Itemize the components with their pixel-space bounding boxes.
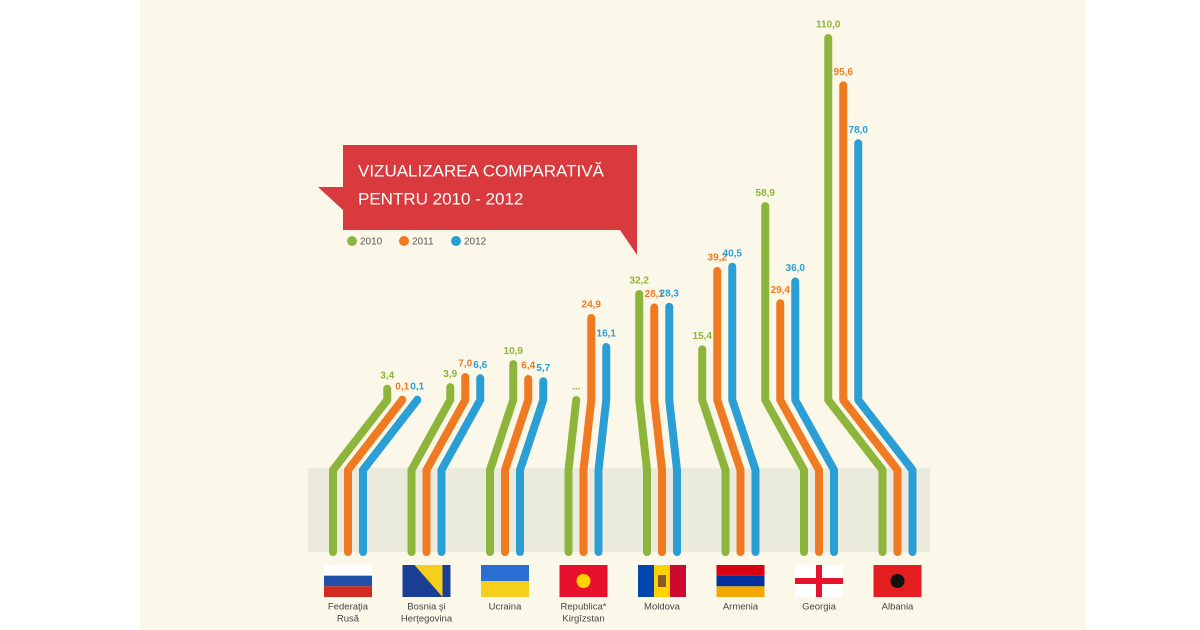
x-tick-label: Georgia: [802, 602, 837, 613]
bar: [422, 372, 470, 556]
value-label: 32,2: [630, 276, 650, 287]
flag-part: [716, 575, 765, 587]
x-tick-label: Federaţia: [328, 602, 369, 613]
value-label: 0,1: [410, 381, 424, 392]
value-label: 110,0: [816, 20, 841, 31]
bar: [594, 343, 611, 556]
value-label: 0,1: [395, 381, 409, 392]
value-label: 3,4: [380, 370, 394, 381]
flag-part: [481, 581, 529, 597]
bar: [791, 277, 838, 556]
bar: [501, 374, 533, 556]
flag: [716, 565, 765, 597]
bar: [854, 139, 917, 556]
bar: [839, 81, 902, 556]
value-label: 10,9: [504, 346, 524, 357]
legend-label: 2011: [412, 237, 434, 248]
value-label: 39,2: [708, 253, 728, 264]
value-label: 24,9: [582, 300, 602, 311]
flag-part: [481, 565, 529, 581]
chart-title: PENTRU 2010 - 2012: [358, 189, 523, 208]
x-tick-label: Bosnia şi: [407, 602, 446, 613]
flag: [402, 565, 451, 597]
value-label: 3,9: [443, 369, 457, 380]
x-tick-label: Moldova: [644, 602, 681, 613]
bar: [486, 360, 518, 556]
x-tick-label: Republica*: [561, 602, 607, 613]
flag-part: [324, 575, 372, 587]
flag-part: [576, 574, 591, 588]
legend-marker: [451, 236, 461, 246]
value-label: ...: [572, 382, 581, 393]
legend-label: 2012: [464, 237, 487, 248]
value-label: 15,4: [693, 331, 713, 342]
value-label: 29,4: [771, 285, 791, 296]
value-label: 7,0: [458, 359, 472, 370]
value-label: 28,3: [660, 289, 680, 300]
bar: [761, 202, 808, 556]
value-label: 36,0: [786, 263, 806, 274]
flag-part: [414, 565, 443, 597]
x-tick-label: Rusă: [337, 614, 360, 625]
bar: [650, 303, 666, 556]
flag-part: [890, 574, 905, 588]
flag: [324, 565, 372, 597]
x-tick-label: Kirgîzstan: [562, 614, 604, 625]
x-tick-label: Ucraina: [489, 602, 522, 613]
value-label: 40,5: [723, 248, 743, 259]
bar: [329, 384, 392, 556]
chart-title: VIZUALIZAREA COMPARATIVĂ: [358, 161, 605, 180]
flag: [559, 565, 608, 597]
flag: [873, 565, 922, 597]
bar: [516, 377, 548, 556]
flag-part: [795, 578, 843, 584]
value-label: 6,6: [473, 360, 487, 371]
flag-part: [670, 565, 686, 597]
value-label: 78,0: [849, 125, 869, 136]
value-label: 95,6: [834, 67, 854, 78]
value-label: 16,1: [597, 329, 617, 340]
flag: [795, 565, 843, 597]
flag: [638, 565, 686, 597]
flag-part: [638, 565, 654, 597]
bar: [776, 299, 823, 556]
flag: [481, 565, 529, 597]
value-label: 6,4: [521, 361, 535, 372]
flag-part: [716, 586, 765, 597]
x-tick-label: Herţegovina: [401, 614, 453, 625]
value-label: 28,1: [645, 289, 665, 300]
value-label: 58,9: [756, 188, 776, 199]
flag-part: [324, 565, 372, 576]
bar: [635, 290, 651, 556]
bar: [713, 266, 745, 556]
bar: [359, 395, 422, 556]
legend-marker: [399, 236, 409, 246]
flag-part: [716, 565, 765, 576]
title-box: VIZUALIZAREA COMPARATIVĂ PENTRU 2010 - 2…: [318, 145, 637, 255]
bar: [728, 262, 760, 556]
title-shape: [318, 145, 637, 255]
bar: [407, 383, 455, 556]
bar: [579, 314, 596, 556]
legend-label: 2010: [360, 237, 383, 248]
legend-marker: [347, 236, 357, 246]
bar: [698, 345, 730, 556]
bar: [437, 374, 485, 556]
flag-part: [324, 586, 372, 597]
x-tick-label: Albania: [882, 602, 914, 613]
flag-part: [658, 575, 666, 587]
bar: [824, 34, 887, 556]
bar: [344, 395, 407, 556]
value-label: 5,7: [536, 363, 550, 374]
bar: [665, 302, 681, 556]
x-tick-label: Armenia: [723, 602, 759, 613]
bar-stub: [564, 396, 581, 556]
